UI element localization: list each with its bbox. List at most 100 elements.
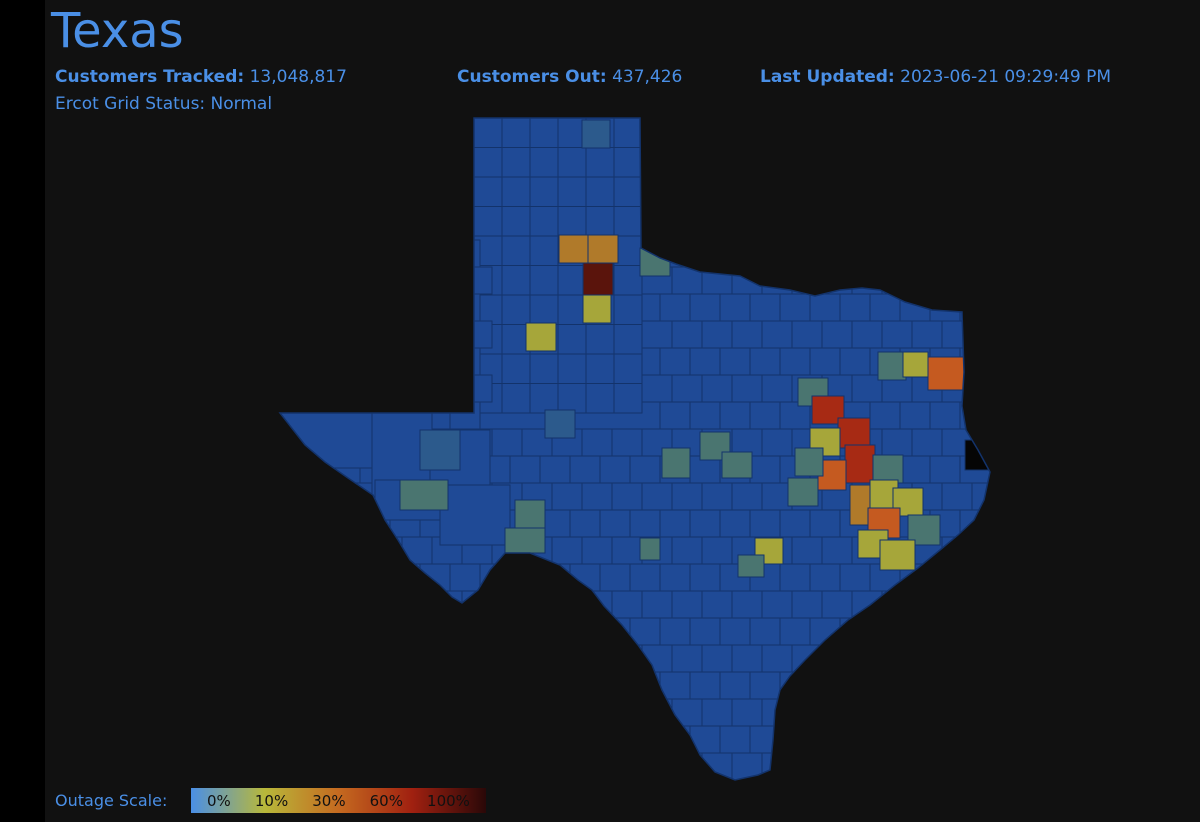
county (461, 374, 493, 403)
county (599, 455, 631, 484)
county (881, 698, 913, 727)
county (761, 320, 793, 349)
scale-stop-100: 100% (427, 791, 470, 810)
county (569, 509, 601, 538)
county (689, 725, 721, 754)
county (611, 590, 643, 619)
county (501, 294, 531, 325)
county-west (439, 484, 511, 546)
county (719, 239, 751, 268)
county (899, 239, 931, 268)
county (671, 644, 703, 673)
county (959, 239, 990, 268)
county (501, 118, 531, 148)
county-outage (399, 479, 449, 511)
county (341, 374, 373, 403)
county (479, 725, 511, 754)
county (581, 752, 613, 780)
county (501, 353, 531, 384)
county (311, 590, 343, 619)
county (389, 725, 421, 754)
county-outage (504, 527, 546, 554)
county (689, 239, 721, 268)
county (419, 239, 451, 268)
county (449, 725, 481, 754)
county (839, 725, 871, 754)
county (419, 347, 451, 376)
county (359, 239, 391, 268)
county (719, 617, 751, 646)
scale-stop-60: 60% (369, 791, 403, 810)
county (959, 779, 990, 780)
scale-stop-0: 0% (207, 791, 231, 810)
county (689, 347, 721, 376)
county (689, 293, 721, 322)
county (731, 266, 763, 295)
county (311, 320, 343, 349)
county (821, 698, 853, 727)
county (791, 590, 823, 619)
county (881, 428, 913, 457)
county (749, 779, 781, 780)
county (581, 698, 613, 727)
county (911, 644, 943, 673)
county-outage (582, 294, 612, 324)
county (557, 383, 587, 414)
county (557, 118, 587, 148)
county (839, 563, 871, 592)
county (761, 428, 793, 457)
county (629, 509, 661, 538)
county (280, 671, 301, 700)
county (491, 644, 523, 673)
county-outage (558, 234, 590, 264)
county (329, 293, 361, 322)
county (959, 293, 990, 322)
county (280, 563, 301, 592)
county (851, 698, 883, 727)
county (659, 509, 691, 538)
county (529, 147, 559, 178)
county (809, 239, 841, 268)
county (473, 118, 503, 148)
county (989, 455, 990, 484)
county (371, 752, 403, 780)
county (311, 266, 343, 295)
ercot-grid-status: Ercot Grid Status: Normal (55, 94, 273, 114)
county (599, 563, 631, 592)
county (941, 698, 973, 727)
county (341, 590, 373, 619)
county (791, 266, 823, 295)
county (941, 590, 973, 619)
county (809, 509, 841, 538)
county (539, 779, 571, 780)
county (280, 347, 301, 376)
customers-tracked-value: 13,048,817 (249, 67, 347, 87)
county (689, 563, 721, 592)
county (449, 401, 481, 430)
county (911, 266, 943, 295)
county (929, 401, 961, 430)
county (501, 383, 531, 414)
county-outage (582, 262, 614, 296)
county (599, 725, 631, 754)
county (479, 671, 511, 700)
county (551, 698, 583, 727)
county (911, 590, 943, 619)
county (431, 698, 463, 727)
county (299, 671, 331, 700)
county (280, 725, 301, 754)
county (299, 509, 331, 538)
county (613, 206, 643, 237)
county (551, 644, 583, 673)
county (671, 374, 703, 403)
county (281, 536, 313, 565)
county (989, 563, 990, 592)
county-outage (927, 356, 965, 391)
county (989, 779, 990, 780)
county (959, 509, 990, 538)
county (473, 206, 503, 237)
county (539, 671, 571, 700)
county (689, 509, 721, 538)
county (869, 779, 901, 780)
county (779, 617, 811, 646)
